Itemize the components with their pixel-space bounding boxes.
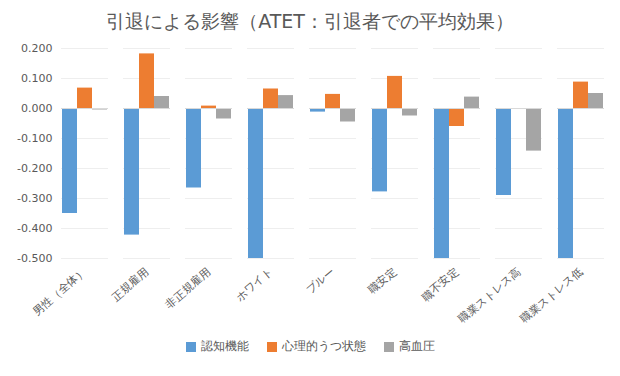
svg-text:-0.100: -0.100 (17, 132, 52, 145)
svg-text:0.100: 0.100 (21, 72, 53, 85)
html-text:心理的うつ状態: 心理的うつ状態 (281, 339, 366, 353)
svg-text:0.200: 0.200 (21, 42, 53, 55)
svg-text:男性（全体）: 男性（全体） (30, 266, 89, 318)
svg-text:-0.200: -0.200 (17, 162, 52, 175)
svg-text:0.000: 0.000 (21, 102, 53, 115)
svg-text:-0.500: -0.500 (17, 252, 52, 265)
svg-text:正規雇用: 正規雇用 (109, 266, 151, 304)
svg-text:ブルー: ブルー (304, 266, 338, 297)
svg-text:職安定: 職安定 (366, 266, 400, 297)
svg-text:-0.300: -0.300 (17, 192, 52, 205)
svg-text:職業ストレス高: 職業ストレス高 (456, 266, 523, 325)
html-text:認知機能: 認知機能 (200, 339, 249, 353)
svg-text:-0.400: -0.400 (17, 222, 52, 235)
html-text:高血圧: 高血圧 (398, 339, 435, 353)
svg-text:職業ストレス低: 職業ストレス低 (518, 266, 585, 325)
svg-text:職不安定: 職不安定 (419, 266, 461, 304)
svg-text:非正規雇用: 非正規雇用 (163, 266, 213, 311)
html-text:引退による影響（ATET：引退者での平均効果）: 引退による影響（ATET：引退者での平均効果） (106, 10, 514, 32)
svg-text:ホワイト: ホワイト (233, 266, 275, 304)
